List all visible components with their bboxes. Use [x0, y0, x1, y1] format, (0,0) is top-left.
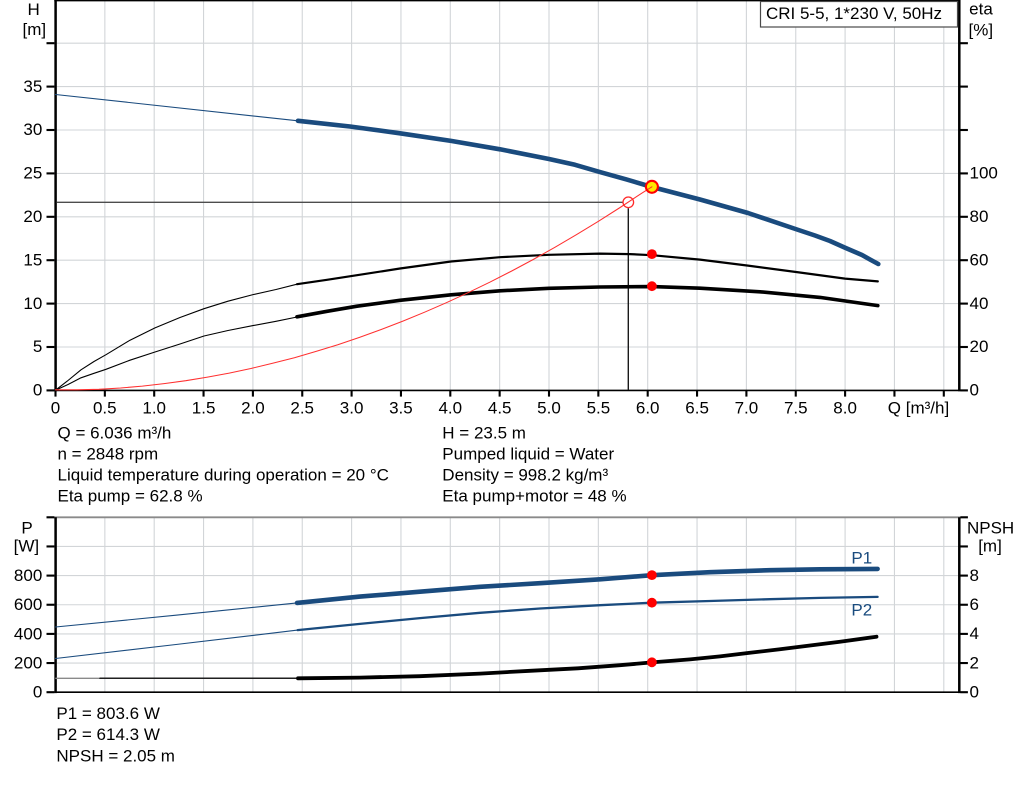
svg-text:P: P [21, 518, 32, 537]
svg-text:20: 20 [23, 207, 42, 226]
svg-text:40: 40 [970, 294, 989, 313]
svg-text:6.5: 6.5 [685, 399, 709, 418]
svg-text:0: 0 [970, 682, 979, 701]
svg-text:[W]: [W] [14, 537, 40, 556]
svg-text:1.0: 1.0 [142, 399, 166, 418]
svg-text:15: 15 [23, 250, 42, 269]
svg-text:5.5: 5.5 [587, 399, 611, 418]
svg-text:4.0: 4.0 [438, 399, 462, 418]
svg-text:4: 4 [970, 624, 979, 643]
svg-text:0: 0 [970, 381, 979, 400]
svg-text:Eta pump+motor = 48 %: Eta pump+motor = 48 % [442, 487, 626, 506]
svg-text:5: 5 [33, 337, 42, 356]
svg-text:1.5: 1.5 [192, 399, 216, 418]
svg-text:8: 8 [970, 566, 979, 585]
svg-text:0: 0 [33, 683, 42, 702]
svg-text:20: 20 [970, 337, 989, 356]
svg-text:Pumped liquid = Water: Pumped liquid = Water [442, 444, 614, 463]
svg-text:200: 200 [14, 654, 42, 673]
svg-text:Q [m³/h]: Q [m³/h] [888, 399, 949, 418]
svg-text:30: 30 [23, 120, 42, 139]
svg-text:Eta pump = 62.8 %: Eta pump = 62.8 % [58, 487, 203, 506]
svg-text:P1 = 803.6 W: P1 = 803.6 W [56, 704, 159, 723]
svg-text:0: 0 [51, 399, 60, 418]
svg-text:P1: P1 [851, 549, 872, 568]
svg-text:8.0: 8.0 [833, 399, 857, 418]
svg-text:4.5: 4.5 [488, 399, 512, 418]
svg-text:P2: P2 [851, 600, 872, 619]
svg-text:2.0: 2.0 [241, 399, 265, 418]
svg-text:3.5: 3.5 [389, 399, 413, 418]
svg-text:6: 6 [970, 595, 979, 614]
svg-text:NPSH: NPSH [967, 519, 1014, 538]
svg-text:eta: eta [969, 0, 993, 19]
svg-text:[m]: [m] [978, 537, 1002, 556]
svg-text:NPSH = 2.05 m: NPSH = 2.05 m [56, 746, 175, 765]
svg-text:CRI 5-5, 1*230 V, 50Hz: CRI 5-5, 1*230 V, 50Hz [766, 4, 942, 23]
svg-text:P2 = 614.3 W: P2 = 614.3 W [56, 725, 159, 744]
svg-text:3.0: 3.0 [340, 399, 364, 418]
svg-text:400: 400 [14, 624, 42, 643]
svg-text:Liquid temperature during oper: Liquid temperature during operation = 20… [58, 466, 389, 485]
svg-text:Q = 6.036 m³/h: Q = 6.036 m³/h [58, 423, 172, 442]
svg-text:n = 2848 rpm: n = 2848 rpm [58, 444, 159, 463]
svg-text:H = 23.5 m: H = 23.5 m [442, 423, 526, 442]
svg-text:H: H [28, 0, 40, 19]
svg-text:600: 600 [14, 595, 42, 614]
svg-text:7.5: 7.5 [784, 399, 808, 418]
svg-text:80: 80 [970, 207, 989, 226]
svg-text:[m]: [m] [22, 20, 46, 39]
svg-text:5.0: 5.0 [537, 399, 561, 418]
svg-text:[%]: [%] [969, 21, 994, 40]
svg-text:0: 0 [33, 381, 42, 400]
svg-text:6.0: 6.0 [636, 399, 660, 418]
svg-text:35: 35 [23, 77, 42, 96]
svg-text:25: 25 [23, 164, 42, 183]
svg-text:2.5: 2.5 [290, 399, 314, 418]
svg-text:2: 2 [970, 653, 979, 672]
svg-text:800: 800 [14, 566, 42, 585]
svg-text:60: 60 [970, 250, 989, 269]
svg-text:10: 10 [23, 294, 42, 313]
svg-text:7.0: 7.0 [735, 399, 759, 418]
svg-text:100: 100 [970, 164, 998, 183]
svg-text:0.5: 0.5 [93, 399, 117, 418]
svg-text:Density = 998.2 kg/m³: Density = 998.2 kg/m³ [442, 466, 608, 485]
